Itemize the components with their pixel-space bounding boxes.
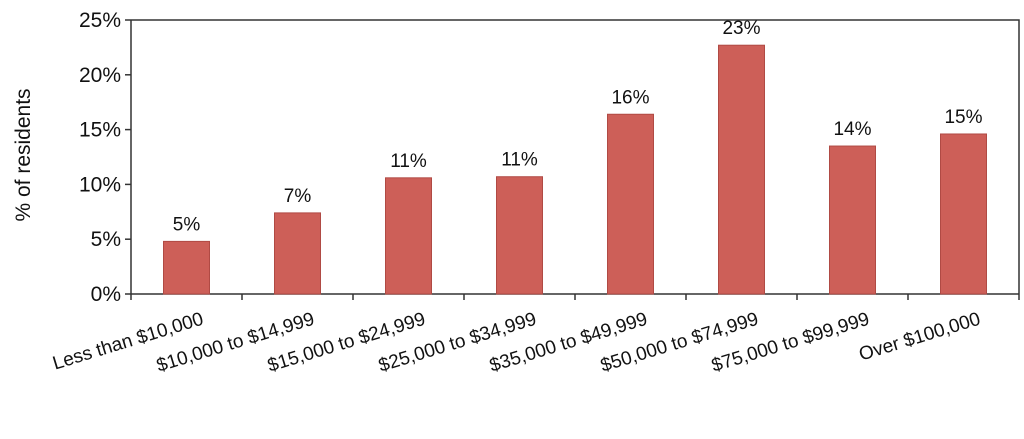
plot-area: 0%5%10%15%20%25%5%Less than $10,0007%$10… [50,9,1020,377]
x-tick-label: Over $100,000 [857,309,983,366]
bar [607,113,654,295]
data-label: 23% [722,18,760,39]
y-tick-label: 15% [79,119,121,142]
y-tick-label: 20% [79,64,121,87]
plot-frame [131,19,1020,294]
data-label: 14% [833,119,871,140]
y-tick-label: 5% [91,228,121,251]
bar [385,177,432,295]
y-tick-label: 0% [91,283,121,306]
y-tick-label: 25% [79,9,121,32]
bar [163,240,210,295]
y-axis-title: % of residents [12,88,35,221]
data-label: 15% [944,107,982,128]
data-label: 7% [284,186,312,207]
data-label: 11% [501,150,538,171]
y-tick-label: 10% [79,173,121,196]
bar [940,133,987,295]
bar [496,176,543,295]
bar [829,145,876,295]
data-label: 11% [390,151,427,172]
data-label: 5% [173,214,201,235]
bar [274,212,321,295]
data-label: 16% [611,87,649,108]
bar [718,44,765,295]
